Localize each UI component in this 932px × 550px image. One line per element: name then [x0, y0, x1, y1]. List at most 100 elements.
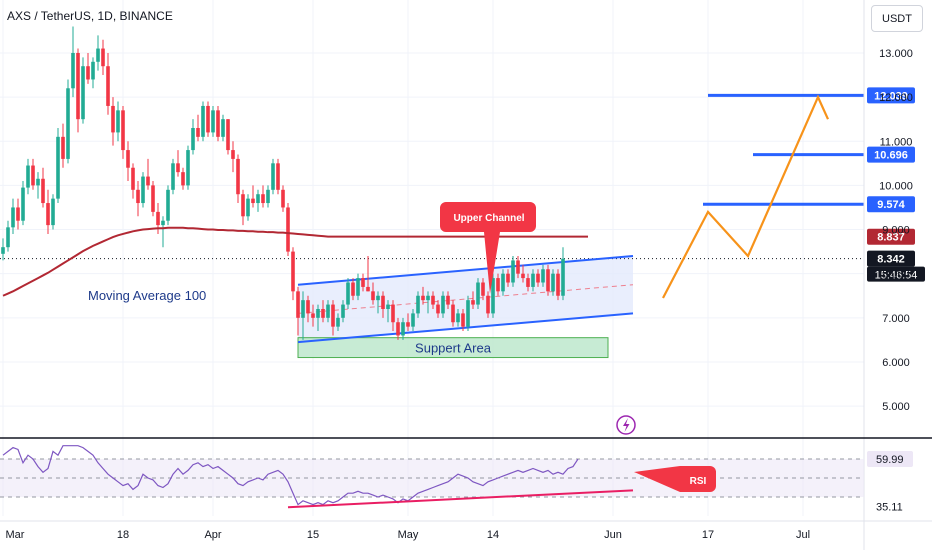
projection-path [662, 94, 830, 299]
candle-body [11, 207, 15, 228]
price-label: 8.342 [877, 254, 905, 266]
candle-body [456, 313, 460, 323]
time-tick-label: 17 [702, 529, 714, 541]
moving-average-label: Moving Average 100 [88, 288, 206, 303]
candle-body [91, 61, 95, 80]
candle-body [186, 150, 190, 186]
candle-body [41, 178, 45, 204]
price-label-box [867, 146, 915, 163]
candle-body [306, 300, 310, 314]
candle-body [366, 286, 370, 292]
candle-body [241, 194, 245, 217]
candle-body [346, 282, 350, 305]
candle-body [131, 167, 135, 190]
candle-body [311, 313, 315, 318]
rsi-trendline [287, 489, 634, 509]
candle-body [221, 119, 225, 137]
candle-body [151, 185, 155, 212]
candle-body [126, 150, 130, 168]
candle-body [51, 198, 55, 226]
candle-body [46, 203, 50, 226]
time-tick-label: 15 [307, 529, 319, 541]
currency-button[interactable]: USDT [871, 5, 923, 32]
candle-body [531, 273, 535, 287]
rsi-callout-label: RSI [690, 476, 707, 487]
candle-body [556, 273, 560, 296]
price-label: 12.039 [874, 90, 908, 102]
upper-channel-label: Upper Channel [453, 213, 524, 224]
candle-body [21, 187, 25, 221]
candle-body [286, 207, 290, 252]
candle-body [226, 119, 230, 151]
candle-body [171, 163, 175, 190]
candle-body [371, 291, 375, 301]
candle-body [16, 207, 20, 221]
candles[interactable] [1, 26, 565, 340]
candle-body [251, 198, 255, 204]
candle-body [361, 278, 365, 287]
candle-body [121, 110, 125, 151]
time-tick-label: Mar [6, 529, 25, 541]
candle-body [66, 88, 70, 159]
candle-body [236, 158, 240, 195]
rsi-tick-label: 35.11 [876, 501, 903, 513]
candle-body [436, 304, 440, 314]
candle-body [116, 110, 120, 133]
countdown-label: 15:46:54 [875, 270, 918, 282]
candle-body [471, 300, 475, 305]
overlays: Suppert Area [0, 93, 864, 435]
candle-body [441, 295, 445, 314]
lightning-bolt [623, 418, 630, 432]
candle-body [1, 247, 5, 254]
candle-body [351, 282, 355, 296]
candle-body [211, 110, 215, 133]
candle-body [296, 291, 300, 318]
candle-body [376, 295, 380, 301]
candle-body [71, 52, 75, 89]
candle-body [511, 260, 515, 283]
candle-body [81, 66, 85, 120]
candle-body [136, 189, 140, 204]
candle-body [506, 273, 510, 283]
candle-body [231, 150, 235, 159]
time-tick-label: Apr [204, 529, 221, 541]
time-tick-label: Jun [604, 529, 622, 541]
price-label: 10.696 [874, 150, 908, 162]
candle-body [166, 189, 170, 221]
candle-body [161, 220, 165, 226]
candle-body [541, 269, 545, 283]
time-tick-label: 18 [117, 529, 129, 541]
candle-body [496, 278, 500, 292]
price-tick-label: 13.000 [879, 48, 913, 60]
candle-body [96, 48, 100, 62]
candle-body [191, 128, 195, 151]
candle-body [491, 278, 495, 314]
candle-body [301, 300, 305, 318]
candle-body [206, 105, 210, 133]
candle-body [406, 322, 410, 327]
candle-body [466, 300, 470, 327]
candle-body [271, 163, 275, 190]
candle-body [446, 295, 450, 305]
candle-body [6, 227, 10, 248]
candle-body [481, 282, 485, 296]
candle-body [386, 304, 390, 309]
time-tick-label: 14 [487, 529, 499, 541]
support-area-label: Suppert Area [415, 341, 492, 356]
candle-body [176, 163, 180, 173]
support-area [297, 337, 609, 359]
candle-body [431, 295, 435, 305]
candle-body [291, 251, 295, 292]
candle-body [56, 136, 60, 199]
channel-mid-line [297, 284, 634, 314]
candle-body [276, 163, 280, 190]
candle-body [486, 295, 490, 314]
candle-body [196, 128, 200, 137]
candle-body [416, 295, 420, 314]
candle-body [516, 260, 520, 274]
price-tick-label: 7.000 [882, 313, 910, 325]
candle-body [381, 295, 385, 309]
